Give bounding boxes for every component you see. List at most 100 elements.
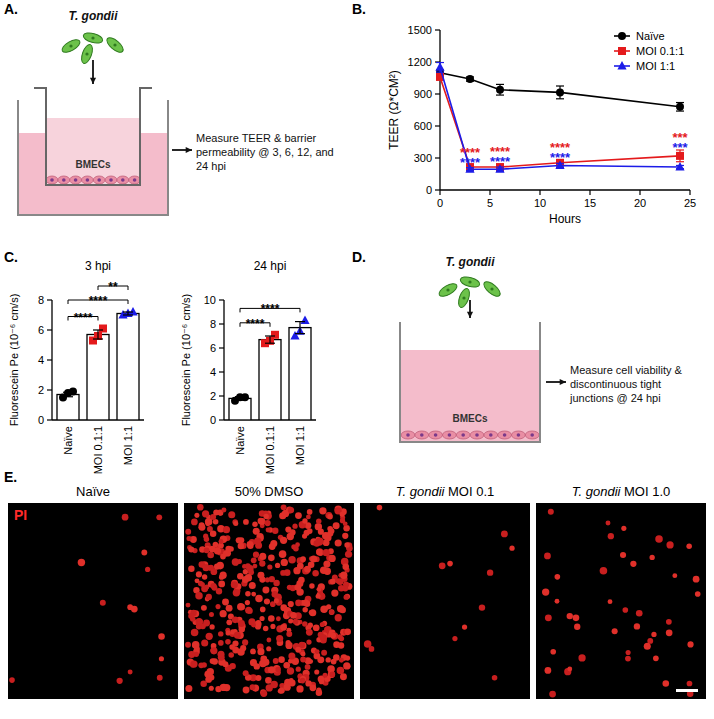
pi-nucleus <box>297 563 304 570</box>
legend-label: MOI 0.1:1 <box>636 45 684 57</box>
image-background <box>184 503 354 699</box>
pi-nucleus <box>218 581 225 588</box>
pi-nucleus <box>268 555 275 562</box>
pi-nucleus <box>188 613 194 619</box>
pi-nucleus <box>343 521 348 526</box>
y-axis-title: TEER (Ω*CM²) <box>387 70 401 150</box>
pi-nucleus <box>306 639 311 644</box>
pi-nucleus <box>215 604 220 609</box>
axes: 0246810 <box>204 294 316 426</box>
pi-nucleus <box>274 598 279 603</box>
pi-nucleus <box>272 527 278 533</box>
organism-label: T. gondii <box>68 9 118 23</box>
pi-nucleus <box>343 662 350 669</box>
x-tick <box>689 190 690 195</box>
pi-nucleus <box>185 642 191 648</box>
parasite-nucleus <box>462 296 465 299</box>
arrow <box>546 379 566 385</box>
pi-nucleus <box>634 623 640 629</box>
significance: **** <box>74 311 93 325</box>
pi-nucleus <box>233 521 238 526</box>
pi-nucleus <box>686 543 692 549</box>
parasite-nucleus <box>91 36 94 39</box>
pi-nucleus <box>209 612 214 617</box>
y-tick <box>435 125 440 126</box>
x-tick-label: 20 <box>634 197 646 209</box>
pi-nucleus <box>209 624 214 629</box>
pi-nucleus <box>509 546 514 551</box>
pi-nucleus <box>260 560 266 566</box>
cell <box>415 431 429 439</box>
pi-nucleus <box>247 608 253 614</box>
pi-nucleus <box>293 619 299 625</box>
cell-nucleus <box>461 433 465 437</box>
error-bar-cap <box>93 338 103 339</box>
pi-nucleus <box>329 609 335 615</box>
cell-nucleus <box>121 178 125 182</box>
pi-nucleus <box>548 509 554 515</box>
pi-nucleus <box>254 663 260 669</box>
error-bar <box>556 86 564 99</box>
pi-nucleus <box>292 524 297 529</box>
pi-nucleus <box>185 529 191 535</box>
pi-nucleus <box>157 675 163 681</box>
cell-nucleus <box>420 433 424 437</box>
pi-nucleus <box>291 544 296 549</box>
cell-nucleus <box>530 433 534 437</box>
x-tick <box>589 190 590 195</box>
pi-nucleus <box>492 675 498 681</box>
pi-nucleus <box>194 513 199 518</box>
organism-label: T. gondii <box>445 255 495 269</box>
y-axis <box>223 300 224 420</box>
stain-label: PI <box>14 507 27 523</box>
panel-letter: B. <box>352 1 366 17</box>
pi-nucleus <box>275 563 280 568</box>
cell-nucleus <box>62 178 66 182</box>
series-line <box>440 77 680 167</box>
cell-nucleus <box>50 178 54 182</box>
pi-nucleus <box>623 607 629 613</box>
pi-nucleus <box>302 518 307 523</box>
pi-nucleus <box>301 652 306 657</box>
y-tick <box>435 93 440 94</box>
pi-nucleus <box>550 649 556 655</box>
pi-nucleus <box>255 675 261 681</box>
data-point <box>676 103 684 111</box>
cell-nucleus <box>74 178 78 182</box>
parasite <box>104 35 125 55</box>
pi-nucleus <box>128 670 133 675</box>
cell-nucleus <box>517 433 521 437</box>
pi-nucleus <box>300 556 306 562</box>
pi-nucleus <box>265 577 270 582</box>
pi-nucleus <box>620 552 626 558</box>
series-line <box>440 67 680 169</box>
y-tick <box>435 157 440 158</box>
pi-nucleus <box>232 558 239 565</box>
pi-nucleus <box>574 624 580 630</box>
text-line: permeability @ 3, 6, 12, and <box>196 146 334 158</box>
pi-nucleus <box>249 582 256 589</box>
pi-nucleus <box>220 684 227 691</box>
pi-nucleus <box>600 567 608 575</box>
pi-nucleus <box>270 540 277 547</box>
cell <box>46 176 58 184</box>
pi-nucleus <box>312 570 318 576</box>
pi-nucleus <box>342 563 349 570</box>
pi-nucleus <box>188 651 195 658</box>
pi-nucleus <box>625 656 631 662</box>
cell <box>70 176 82 184</box>
cell-nucleus <box>503 433 507 437</box>
cell <box>129 176 141 184</box>
pi-nucleus <box>324 568 331 575</box>
pi-nucleus <box>221 507 226 512</box>
pi-nucleus <box>285 527 291 533</box>
pi-nucleus <box>266 527 271 532</box>
pi-nucleus <box>203 564 210 571</box>
pi-nucleus <box>197 504 204 511</box>
insert <box>34 88 152 185</box>
pi-nucleus <box>331 589 338 596</box>
pi-nucleus <box>545 614 552 621</box>
pi-nucleus <box>232 617 239 624</box>
pi-nucleus <box>321 650 327 656</box>
parasite <box>60 37 82 55</box>
